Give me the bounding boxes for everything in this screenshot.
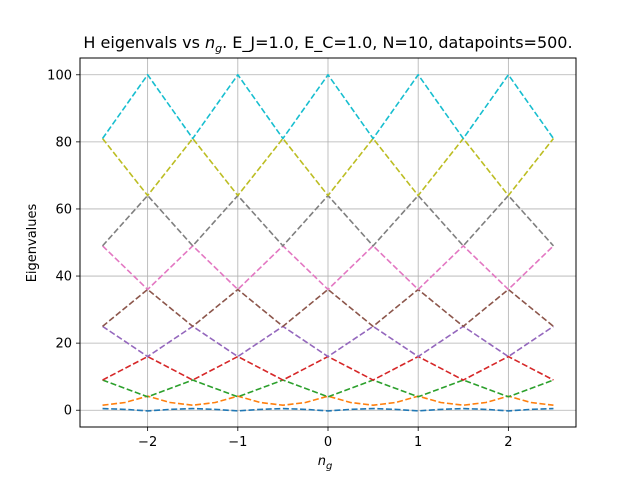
series-line-0 (102, 407, 554, 412)
x-tick-label: 1 (414, 435, 422, 450)
series-line-6 (101, 245, 555, 291)
y-tick-label: 80 (55, 135, 72, 150)
series-line-9 (101, 73, 555, 140)
y-tick-label: 40 (55, 270, 72, 285)
series-lines (101, 73, 555, 412)
x-tick-label: 0 (324, 435, 332, 450)
x-axis-label-base: n (318, 454, 326, 469)
title-math-sub: g (215, 42, 222, 55)
y-tick-label: 100 (47, 68, 72, 83)
x-axis-label-sub: g (326, 461, 332, 472)
y-axis-label: Eigenvalues (25, 203, 40, 282)
y-tick-label: 20 (55, 337, 72, 352)
x-tick-label: −2 (138, 435, 157, 450)
x-tick-label: −1 (228, 435, 247, 450)
title-prefix: H eigenvals vs (83, 33, 205, 52)
chart-title: H eigenvals vs ng. E_J=1.0, E_C=1.0, N=1… (83, 33, 572, 55)
y-tick-label: 60 (55, 202, 72, 217)
series-line-1 (102, 395, 554, 407)
title-math-base: n (205, 33, 215, 52)
x-tick-label: 2 (504, 435, 512, 450)
y-tick-label: 0 (64, 404, 72, 419)
x-axis-label: ng (318, 454, 333, 472)
title-suffix: . E_J=1.0, E_C=1.0, N=10, datapoints=500… (222, 33, 572, 53)
series-line-5 (102, 288, 554, 328)
series-line-4 (102, 325, 554, 358)
series-line-8 (101, 137, 555, 197)
series-line-2 (102, 379, 554, 398)
